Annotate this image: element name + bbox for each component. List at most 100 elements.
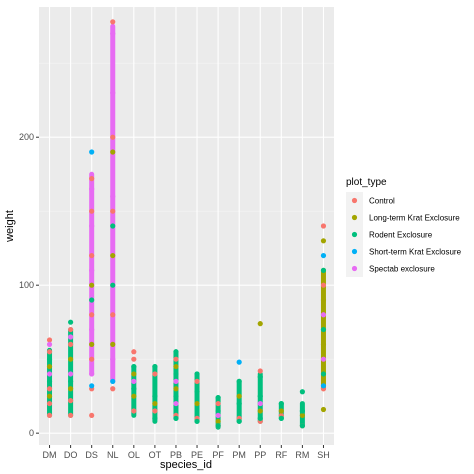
point-control [131,408,137,414]
point-rodent-exclosure [278,415,284,421]
point-control [110,134,116,140]
point-control [46,337,53,343]
point-spectab-exclosure [46,371,53,377]
point-control [89,356,95,362]
point-control [194,378,200,384]
x-tick-label: RM [295,450,309,460]
point-control [110,19,116,25]
point-control [152,371,158,377]
point-control [68,341,74,347]
point-control [46,349,53,355]
point-long-term-krat-exclosure [110,149,116,155]
legend-label: Control [369,197,395,206]
point-spectab-exclosure [89,267,95,273]
point-long-term-krat-exclosure [173,363,179,370]
point-long-term-krat-exclosure [89,341,95,347]
point-rodent-exclosure [194,389,200,395]
x-tick-label: DM [43,450,57,460]
y-tick-label: 0 [29,428,34,438]
point-rodent-exclosure [173,349,179,355]
point-spectab-exclosure [68,371,74,377]
point-control [257,368,263,374]
point-rodent-exclosure [194,418,200,424]
point-control [46,400,53,407]
legend-marker [351,265,358,272]
point-long-term-krat-exclosure [320,406,327,413]
point-spectab-exclosure [68,334,74,340]
point-rodent-exclosure [257,393,263,399]
plot-panel [39,7,334,445]
point-rodent-exclosure [131,363,137,370]
x-tick-label: OL [128,450,140,460]
point-control [89,312,95,318]
y-tick-label: 100 [19,280,34,290]
point-spectab-exclosure [131,378,137,384]
point-spectab-exclosure [110,356,116,362]
point-rodent-exclosure [320,371,327,377]
point-control [46,412,53,419]
y-axis-title: weight [4,210,16,243]
point-control [89,412,95,419]
point-rodent-exclosure [257,415,263,421]
point-long-term-krat-exclosure [173,386,179,392]
point-long-term-krat-exclosure [278,408,284,414]
point-long-term-krat-exclosure [68,386,74,392]
point-rodent-exclosure [152,363,158,370]
point-rodent-exclosure [46,378,53,384]
point-rodent-exclosure [257,374,263,380]
x-tick-label: RF [275,450,287,460]
point-long-term-krat-exclosure [110,341,116,347]
point-rodent-exclosure [173,393,179,399]
point-spectab-exclosure [173,400,179,407]
point-spectab-exclosure [257,400,263,407]
point-control [68,412,74,419]
point-rodent-exclosure [110,282,116,288]
point-spectab-exclosure [110,90,116,96]
point-control [110,208,116,214]
point-rodent-exclosure [68,378,74,384]
point-spectab-exclosure [320,312,327,318]
legend-label: Rodent Exclosure [369,231,433,240]
point-rodent-exclosure [110,223,116,229]
legend: plot_type Control Long-term Krat Exclosur… [346,177,462,277]
point-control [110,312,116,318]
point-long-term-krat-exclosure [194,400,200,407]
point-long-term-krat-exclosure [68,356,74,362]
x-tick-label: DO [64,450,78,460]
point-rodent-exclosure [46,356,53,362]
legend-marker [351,214,358,221]
point-rodent-exclosure [89,297,95,303]
point-short-term-krat-exclosure [89,149,95,155]
y-tick-label: 200 [19,132,34,142]
point-control [89,176,95,182]
point-rodent-exclosure [215,423,221,429]
point-long-term-krat-exclosure [236,393,242,399]
legend-label: Spectab exclosure [369,265,435,274]
point-rodent-exclosure [68,319,74,325]
x-tick-label: DS [85,450,98,460]
point-spectab-exclosure [110,31,116,37]
point-control [89,252,95,259]
data-points [46,19,327,429]
x-axis-title: species_id [160,459,212,471]
point-rodent-exclosure [299,408,305,414]
point-spectab-exclosure [173,378,179,384]
point-long-term-krat-exclosure [131,371,137,377]
point-spectab-exclosure [215,412,221,419]
x-tick-label: PE [191,450,203,460]
point-spectab-exclosure [110,193,116,200]
point-control [89,208,95,214]
point-rodent-exclosure [152,393,158,399]
point-long-term-krat-exclosure [89,282,95,288]
x-tick-label: PM [232,450,246,460]
point-long-term-krat-exclosure [257,408,263,414]
point-rodent-exclosure [278,400,284,407]
point-short-term-krat-exclosure [110,378,116,384]
point-control [152,408,158,414]
point-rodent-exclosure [236,378,242,384]
point-spectab-exclosure [320,356,327,362]
y-axis: 0 100 200 [19,132,39,438]
legend-title: plot_type [346,177,387,188]
point-rodent-exclosure [236,418,242,424]
